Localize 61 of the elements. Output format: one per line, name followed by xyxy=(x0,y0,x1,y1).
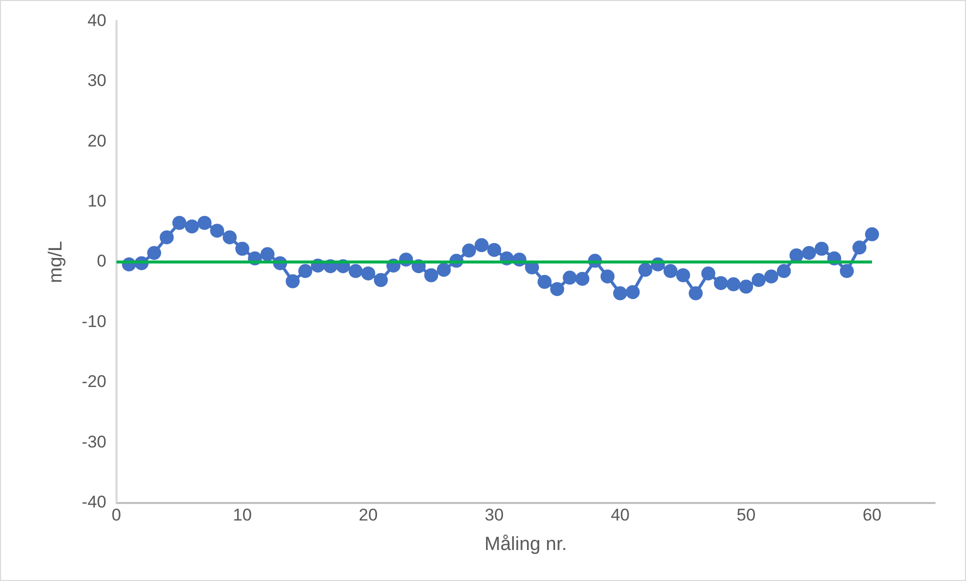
point xyxy=(210,224,224,238)
point xyxy=(852,240,866,255)
y-tick-label: 10 xyxy=(87,191,106,210)
point xyxy=(814,242,829,256)
point xyxy=(626,285,640,300)
point xyxy=(172,216,186,230)
point xyxy=(222,230,237,244)
point xyxy=(714,276,728,290)
y-tick-label: 40 xyxy=(87,10,106,30)
point xyxy=(802,246,816,260)
point xyxy=(424,268,438,282)
point xyxy=(538,274,552,289)
point xyxy=(600,269,615,284)
point xyxy=(487,242,502,257)
point xyxy=(676,268,690,282)
point xyxy=(198,216,212,230)
x-axis-title: Måling nr. xyxy=(484,534,567,555)
point xyxy=(436,262,451,277)
y-tick-label: -10 xyxy=(82,312,106,331)
point xyxy=(840,264,854,278)
x-tick-label: 60 xyxy=(862,506,882,525)
y-tick-label: 0 xyxy=(96,252,106,271)
x-tick-label: 50 xyxy=(736,506,756,525)
point xyxy=(147,246,162,260)
x-tick-label: 10 xyxy=(232,506,252,525)
y-tick-label: -40 xyxy=(82,492,106,512)
point xyxy=(298,264,312,278)
point xyxy=(701,266,716,280)
point xyxy=(575,272,590,286)
point xyxy=(235,242,250,256)
point xyxy=(462,244,476,258)
point xyxy=(160,230,174,244)
y-tick-label: -20 xyxy=(82,372,106,392)
x-tick-label: 30 xyxy=(484,506,504,525)
y-tick-label: 30 xyxy=(87,71,106,90)
point xyxy=(550,282,564,296)
point xyxy=(739,280,754,294)
point xyxy=(286,274,300,288)
point xyxy=(664,264,678,278)
point xyxy=(726,277,740,292)
point xyxy=(613,286,628,300)
point xyxy=(688,286,703,300)
point xyxy=(348,264,363,278)
point xyxy=(474,238,489,252)
x-tick-label: 20 xyxy=(358,506,378,525)
point xyxy=(562,270,577,285)
x-tick-label: 0 xyxy=(112,506,122,525)
point xyxy=(638,262,652,277)
point xyxy=(764,269,778,284)
point xyxy=(260,247,274,262)
point xyxy=(374,273,388,288)
point xyxy=(865,227,880,242)
point xyxy=(184,219,199,234)
point xyxy=(752,273,766,288)
point xyxy=(776,264,791,278)
point xyxy=(361,266,376,280)
y-tick-label: -30 xyxy=(82,432,106,452)
y-tick-label: 20 xyxy=(87,131,106,150)
point xyxy=(789,248,804,262)
y-axis-title: mg/L xyxy=(46,240,67,284)
x-tick-label: 40 xyxy=(610,506,630,525)
